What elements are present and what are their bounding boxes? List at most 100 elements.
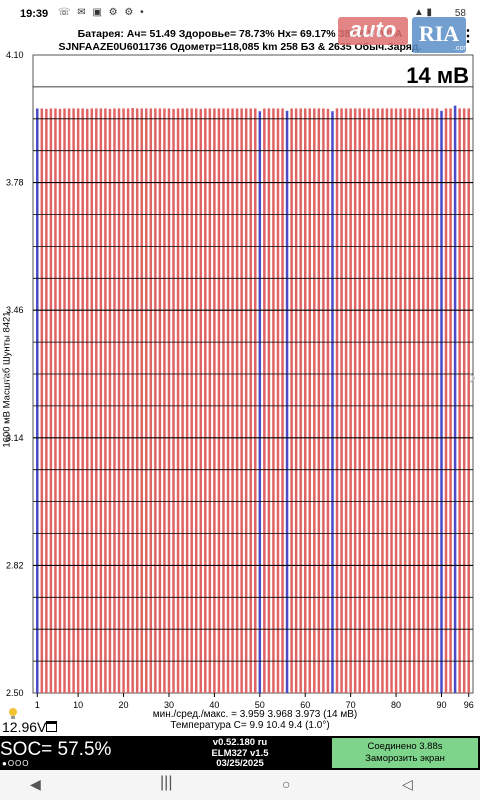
- bar-cell-28: [158, 108, 162, 693]
- bar-cell-52: [267, 108, 271, 693]
- bar-cell-54: [276, 108, 280, 693]
- bar-cell-56: [285, 110, 289, 693]
- bar-cell-86: [422, 108, 425, 693]
- x-tick-label: 1: [35, 700, 40, 710]
- bar-cell-55: [281, 108, 284, 693]
- bar-cell-4: [49, 108, 53, 693]
- bar-cell-25: [145, 108, 148, 693]
- battery-level: 58: [454, 8, 466, 19]
- x-tick-label: 90: [436, 700, 446, 710]
- status-bar: 19:39 ☏ ✉ ▣ ⚙ ⚙ • ▲ ▮ 58: [0, 0, 480, 26]
- bar-cell-57: [290, 108, 293, 693]
- bar-cell-61: [308, 108, 312, 693]
- system-nav-bar: ◀ ||| ○ ◁: [0, 770, 480, 800]
- x-tick-label: 80: [391, 700, 401, 710]
- bar-cell-19: [117, 108, 121, 693]
- bar-cell-50: [258, 111, 262, 693]
- bar-cell-47: [244, 108, 248, 693]
- bar-cell-14: [95, 108, 98, 693]
- home-icon[interactable]: ○: [282, 776, 291, 792]
- bar-cell-29: [163, 108, 166, 693]
- connection-status: Соединено 3.88s: [367, 741, 443, 752]
- bar-cell-20: [122, 108, 125, 693]
- x-tick-label: 60: [300, 700, 310, 710]
- bar-cell-44: [231, 108, 234, 693]
- bar-cell-88: [431, 108, 434, 693]
- adapter-version: ELM327 v1.5: [211, 747, 269, 759]
- bar-cell-35: [190, 108, 193, 693]
- battery-summary-line: Батарея: Ач= 51.49 Здоровье= 78.73% Нх= …: [77, 28, 403, 40]
- bar-cell-23: [135, 108, 139, 693]
- bar-cell-70: [349, 108, 352, 693]
- bar-cell-43: [226, 108, 230, 693]
- freeze-screen-label: Заморозить экран: [365, 753, 445, 764]
- bar-cell-94: [458, 108, 461, 693]
- bar-cell-93: [453, 105, 457, 694]
- x-tick-label: 70: [346, 700, 356, 710]
- bar-cell-26: [149, 108, 153, 693]
- x-tick-label: 96: [464, 700, 474, 710]
- bar-cell-2: [40, 108, 44, 693]
- bar-cell-46: [240, 108, 243, 693]
- page-dots: ●OOO: [2, 759, 30, 768]
- bar-cell-66: [331, 111, 334, 693]
- bar-cell-81: [399, 108, 402, 693]
- bar-cell-89: [435, 108, 439, 693]
- aux-battery-voltage: 12.96V: [2, 719, 47, 735]
- y-tick-label: 3.78: [6, 178, 24, 188]
- bar-cell-18: [113, 108, 116, 693]
- bar-cell-17: [108, 108, 112, 694]
- vehicle-info-line: SJNFAAZE0U6011736 Одометр=118,085 km 258…: [58, 41, 422, 53]
- lightbulb-icon[interactable]: [8, 708, 18, 720]
- chart-title: 14 мВ: [406, 63, 469, 88]
- x-tick-label: 30: [164, 700, 174, 710]
- bar-cell-60: [303, 108, 307, 693]
- bar-cell-36: [194, 108, 198, 693]
- recents-icon[interactable]: |||: [160, 774, 173, 791]
- bar-cell-90: [440, 110, 443, 693]
- bar-cell-10: [76, 108, 80, 693]
- bar-cell-1: [36, 108, 39, 693]
- bar-cell-96: [467, 108, 470, 693]
- min-avg-max-stats: мин./сред./макс. = 3.959 3.968 3.973 (14…: [152, 709, 358, 720]
- bar-cell-22: [131, 108, 134, 693]
- session-date: 03/25/2025: [216, 758, 264, 769]
- bar-cell-73: [363, 108, 366, 693]
- freeze-screen-button[interactable]: Соединено 3.88s Заморозить экран: [332, 738, 478, 768]
- bar-cell-49: [254, 108, 257, 693]
- watermark-right: RIA: [412, 17, 466, 53]
- y-tick-label: 3.14: [6, 433, 24, 443]
- bar-cell-82: [403, 108, 407, 693]
- bar-cell-15: [99, 108, 103, 693]
- chevron-right-icon[interactable]: ›: [468, 364, 476, 389]
- bar-cell-71: [353, 108, 357, 693]
- watermark-logo: auto RIA .com: [338, 13, 470, 55]
- bar-cell-53: [272, 108, 275, 693]
- temperature-stats: Температура С= 9.9 10.4 9.4 (1.0°): [170, 720, 330, 731]
- y-tick-label: 4.10: [6, 50, 24, 60]
- bar-cell-79: [390, 108, 393, 693]
- bar-cell-13: [90, 108, 94, 693]
- bar-cell-75: [372, 108, 375, 693]
- back-icon[interactable]: ◁: [402, 776, 413, 792]
- bar-cell-72: [358, 108, 361, 693]
- calendar-icon[interactable]: [46, 721, 57, 732]
- bar-cell-48: [249, 108, 252, 693]
- bar-cell-91: [444, 108, 448, 693]
- bar-cell-95: [462, 108, 466, 693]
- y-tick-label: 2.50: [6, 688, 24, 698]
- bar-cell-77: [381, 108, 384, 693]
- bar-cell-38: [204, 108, 207, 693]
- chevron-left-icon[interactable]: ‹: [2, 364, 10, 389]
- bar-cell-80: [394, 108, 398, 693]
- nav-left-icon[interactable]: ◀: [30, 776, 41, 792]
- bar-cell-12: [85, 108, 89, 694]
- bar-cell-40: [213, 108, 216, 693]
- watermark-domain: .com: [454, 45, 470, 52]
- bar-cell-33: [181, 108, 184, 693]
- bar-cell-78: [385, 108, 389, 693]
- notification-icons: ☏ ✉ ▣ ⚙ ⚙ •: [58, 7, 146, 18]
- bar-cell-42: [222, 108, 225, 693]
- bar-cell-16: [104, 108, 107, 693]
- app-version: v0.52.180 ru: [212, 737, 268, 748]
